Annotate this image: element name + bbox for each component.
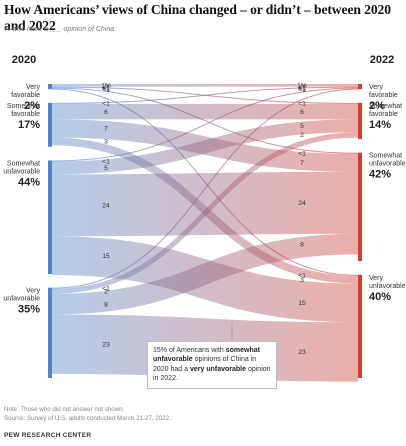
flow-label-right: <1 xyxy=(298,84,306,91)
flow-label-right: 7 xyxy=(300,160,304,167)
flow-label-right: 23 xyxy=(298,349,306,356)
flow-label-right: <1 xyxy=(298,86,306,93)
right-node-value: 14% xyxy=(369,119,391,131)
left-node-label: unfavorable xyxy=(3,296,40,303)
flow-label-right: 15 xyxy=(298,300,306,307)
callout-text-1: 15% of Americans with xyxy=(153,347,226,354)
flow-band xyxy=(51,171,359,237)
flow-label-right: 2 xyxy=(300,132,304,139)
flow-label-left: <1 xyxy=(102,101,110,108)
annotation-callout: 15% of Americans with somewhat unfavorab… xyxy=(147,341,277,389)
right-node-label: favorable xyxy=(369,111,398,118)
flow-label-right: <1 xyxy=(298,85,306,92)
year-2022-header: 2022 xyxy=(370,54,394,66)
left-node-label: Somewhat xyxy=(7,160,40,167)
flow-label-right: 5 xyxy=(300,123,304,130)
right-node-bar xyxy=(358,102,362,139)
flow-label-left: <1 xyxy=(102,84,110,91)
left-node-value: 2% xyxy=(24,100,40,112)
year-2020-header: 2020 xyxy=(12,54,36,66)
left-node-value: 35% xyxy=(18,304,40,316)
flow-label-right: <1 xyxy=(298,273,306,280)
left-node-value: 17% xyxy=(18,119,40,131)
flow-label-left: 5 xyxy=(104,165,108,172)
left-node-bar xyxy=(48,160,52,274)
callout-bold-1: somewhat unfavorable xyxy=(153,347,260,364)
right-node-label: unfavorable xyxy=(369,283,406,290)
right-node-label: favorable xyxy=(369,92,398,99)
right-node-label: Very xyxy=(369,275,384,282)
flow-label-left: 3 xyxy=(104,139,108,146)
flow-label-left: <1 xyxy=(102,85,110,92)
flow-label-left: 7 xyxy=(104,126,108,133)
flow-label-right: 6 xyxy=(300,109,304,116)
right-node-label: Somewhat xyxy=(369,153,402,160)
right-node-bar xyxy=(358,274,362,378)
flow-label-left: 24 xyxy=(102,203,110,210)
flow-band xyxy=(51,233,359,315)
callout-text-3: opinion in 2022. xyxy=(153,365,271,383)
flow-band xyxy=(51,119,359,175)
flow-label-right: <1 xyxy=(298,101,306,108)
flow-label-right: 24 xyxy=(298,200,306,207)
right-node-bar xyxy=(358,84,362,90)
chart-subtitle: % who have a ___ opinion of China xyxy=(4,26,115,33)
right-node-value: 42% xyxy=(369,169,391,181)
flow-label-right: 3 xyxy=(300,277,304,284)
left-node-label: Very xyxy=(26,84,41,91)
right-node-value: 40% xyxy=(369,291,391,303)
flow-label-left: <1 xyxy=(102,158,110,165)
flow-label-right: <1 xyxy=(298,151,306,158)
left-node-label: favorable xyxy=(11,92,40,99)
flow-band xyxy=(51,86,359,104)
callout-text-2: opinions of China in 2020 had a xyxy=(153,356,257,373)
callout-bold-2: very unfavorable xyxy=(189,365,247,373)
right-node-label: Somewhat xyxy=(369,103,402,110)
flow-label-left: 8 xyxy=(104,302,108,309)
left-node-bar xyxy=(48,102,52,147)
right-node-bar xyxy=(358,152,362,262)
left-node-bar xyxy=(48,287,52,378)
right-node-value: 2% xyxy=(369,100,385,112)
flow-label-left: 2 xyxy=(104,289,108,296)
flow-band xyxy=(51,132,359,294)
flow-label-right: 8 xyxy=(300,241,304,248)
flow-band xyxy=(51,87,359,154)
flow-band xyxy=(51,87,359,162)
flow-label-left: <1 xyxy=(102,86,110,93)
flow-label-left: 23 xyxy=(102,341,110,348)
flow-label-left: <1 xyxy=(102,286,110,293)
right-node-label: Very xyxy=(369,84,384,91)
left-node-value: 44% xyxy=(18,176,40,188)
flow-label-left: 15 xyxy=(102,253,110,260)
flow-band xyxy=(51,88,359,289)
source-note: Source: Survey of U.S. adults conducted … xyxy=(4,415,171,422)
footnote: Note: Those who did not answer not shown… xyxy=(4,406,125,413)
right-node-label: unfavorable xyxy=(369,161,406,168)
left-node-label: Very xyxy=(26,288,41,295)
flow-label-left: 6 xyxy=(104,109,108,116)
pew-logo: PEW RESEARCH CENTER xyxy=(4,432,92,439)
flow-label-left: 1% xyxy=(101,83,111,90)
chart-title: How Americans’ views of China changed – … xyxy=(4,2,391,33)
flow-label-right: 1% xyxy=(297,83,307,90)
left-node-label: favorable xyxy=(11,111,40,118)
left-node-bar xyxy=(48,84,52,90)
left-node-label: unfavorable xyxy=(3,168,40,175)
left-node-label: Somewhat xyxy=(7,103,40,110)
